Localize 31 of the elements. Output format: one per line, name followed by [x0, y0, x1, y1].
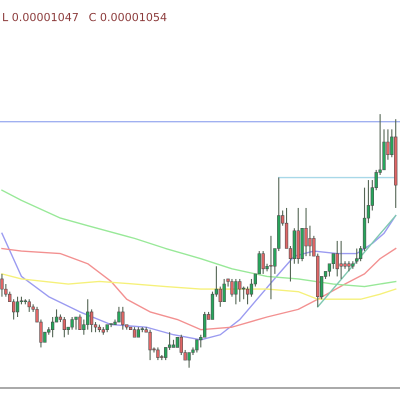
- candlestick: [78, 314, 82, 330]
- candlestick: [148, 329, 152, 361]
- candlestick: [16, 296, 20, 318]
- text: L 0.00001047: [3, 12, 78, 22]
- candlestick: [336, 240, 339, 277]
- candlestick: [132, 326, 136, 338]
- candlestick: [339, 240, 343, 280]
- candlestick: [62, 316, 66, 338]
- text: C 0.00001054: [89, 12, 166, 22]
- candlestick: [234, 278, 238, 305]
- candlestick: [117, 306, 121, 323]
- candlestick: [347, 260, 351, 272]
- candlestick: [86, 298, 90, 330]
- candlestick: [121, 306, 124, 330]
- candlestick: [230, 278, 234, 298]
- candlestick: [238, 278, 242, 302]
- candlestick: [246, 286, 250, 305]
- candlestick: [269, 235, 273, 300]
- candlestick: [28, 298, 31, 312]
- candlestick: [332, 253, 335, 270]
- candlestick: [70, 316, 74, 330]
- candlestick: [262, 250, 265, 274]
- candlestick: [304, 207, 308, 257]
- candlestick: [308, 225, 312, 257]
- candlestick: [90, 308, 94, 333]
- candlestick: [136, 326, 140, 338]
- candlestick: [0, 273, 4, 298]
- candlestick: [187, 352, 191, 368]
- candlestick: [74, 316, 78, 330]
- candlestick: [50, 316, 54, 338]
- candlestick: [156, 346, 160, 361]
